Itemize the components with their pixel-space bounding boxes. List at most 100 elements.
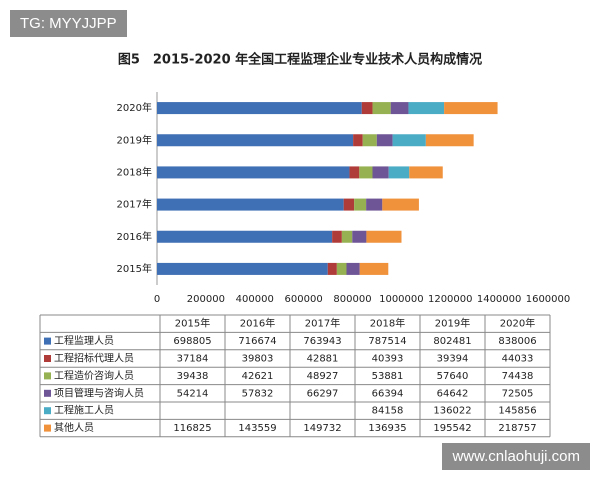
bar-segment	[157, 166, 350, 179]
bar-segment	[390, 102, 409, 115]
table-header: 2015年	[175, 317, 210, 330]
bar-segment	[157, 198, 344, 211]
bar-segment	[343, 198, 355, 211]
table-value: 716674	[238, 336, 276, 347]
table-value: 48927	[307, 371, 339, 382]
table-header: 2020年	[500, 317, 535, 330]
bar-segment	[346, 262, 360, 275]
x-tick-label: 0	[154, 294, 160, 305]
table-value: 40393	[372, 354, 404, 365]
table-value: 787514	[368, 336, 406, 347]
table-value: 145856	[498, 406, 536, 417]
bar-segment	[382, 198, 419, 211]
table-header: 2018年	[370, 317, 405, 330]
x-tick-label: 1400000	[477, 294, 522, 305]
bar-segment	[366, 198, 383, 211]
x-tick-label: 200000	[187, 294, 225, 305]
table-value: 698805	[173, 336, 211, 347]
table-value: 57832	[242, 388, 274, 399]
x-tick-label: 1600000	[526, 294, 571, 305]
table-value: 42881	[307, 354, 339, 365]
bar-segment	[372, 166, 389, 179]
y-tick-label: 2015年	[117, 262, 152, 275]
table-value: 72505	[502, 388, 534, 399]
bar-segment	[157, 262, 328, 275]
table-value: 39803	[242, 354, 274, 365]
x-tick-label: 600000	[285, 294, 323, 305]
table-value: 54214	[177, 388, 209, 399]
y-tick-label: 2019年	[117, 133, 152, 146]
table-value: 802481	[433, 336, 471, 347]
bar-segment	[366, 230, 402, 243]
legend-label: 工程施工人员	[54, 404, 114, 417]
legend-swatch	[44, 355, 51, 362]
bar-segment	[352, 230, 367, 243]
bar-segment	[362, 134, 377, 147]
table-header: 2016年	[240, 317, 275, 330]
watermark: TG: MYYJJPP	[10, 10, 127, 37]
table-value: 39394	[437, 354, 469, 365]
bar-segment	[388, 166, 410, 179]
y-tick-label: 2017年	[117, 198, 152, 211]
bar-segment	[392, 134, 426, 147]
bar-segment	[353, 134, 363, 147]
legend-label: 项目管理与咨询人员	[54, 386, 144, 399]
table-header: 2017年	[305, 317, 340, 330]
legend-swatch	[44, 337, 51, 345]
bar-segment	[157, 134, 354, 147]
bar-segment	[409, 166, 443, 179]
table-value: 116825	[173, 423, 211, 434]
table-value: 37184	[177, 354, 209, 365]
bar-segment	[332, 230, 342, 243]
x-tick-label: 1000000	[379, 294, 424, 305]
bar-segment	[359, 166, 373, 179]
table-value: 53881	[372, 371, 404, 382]
table-value: 57640	[437, 371, 469, 382]
table-value: 195542	[433, 423, 471, 434]
bar-segment	[354, 198, 367, 211]
legend-label: 工程监理人员	[54, 334, 114, 347]
chart-title: 图5 2015-2020 年全国工程监理企业专业技术人员构成情况	[118, 52, 482, 68]
table-value: 66394	[372, 388, 404, 399]
bar-segment	[359, 262, 389, 275]
y-tick-label: 2016年	[117, 230, 152, 243]
bar-segment	[349, 166, 360, 179]
table-value: 42621	[242, 371, 274, 382]
x-tick-label: 1200000	[428, 294, 473, 305]
legend-swatch	[44, 372, 51, 380]
table-value: 838006	[498, 336, 536, 347]
table-value: 66297	[307, 388, 339, 399]
bar-segment	[361, 102, 373, 115]
legend-label: 其他人员	[54, 421, 94, 434]
x-tick-label: 800000	[333, 294, 371, 305]
table-value: 74438	[502, 371, 534, 382]
table-value: 149732	[303, 423, 341, 434]
y-tick-label: 2020年	[117, 101, 152, 114]
table-value: 84158	[372, 406, 404, 417]
legend-swatch	[44, 424, 51, 432]
x-tick-label: 400000	[236, 294, 274, 305]
legend-label: 工程造价咨询人员	[54, 369, 134, 382]
bar-segment	[372, 102, 391, 115]
bar-segment	[425, 134, 474, 147]
table-value: 763943	[303, 336, 341, 347]
bar-segment	[444, 102, 498, 115]
bar-segment	[341, 230, 353, 243]
table-value: 143559	[238, 423, 276, 434]
bar-segment	[157, 230, 333, 243]
table-value: 39438	[177, 371, 209, 382]
y-tick-label: 2018年	[117, 165, 152, 178]
table-value: 136022	[433, 406, 471, 417]
bar-segment	[157, 102, 362, 115]
table-value: 64642	[437, 388, 469, 399]
table-value: 44033	[502, 354, 534, 365]
table-value: 218757	[498, 423, 536, 434]
bar-segment	[336, 262, 347, 275]
legend-swatch	[44, 389, 51, 397]
bar-segment	[376, 134, 393, 147]
bar-segment	[408, 102, 445, 115]
legend-swatch	[44, 407, 51, 415]
legend-label: 工程招标代理人员	[54, 352, 134, 365]
